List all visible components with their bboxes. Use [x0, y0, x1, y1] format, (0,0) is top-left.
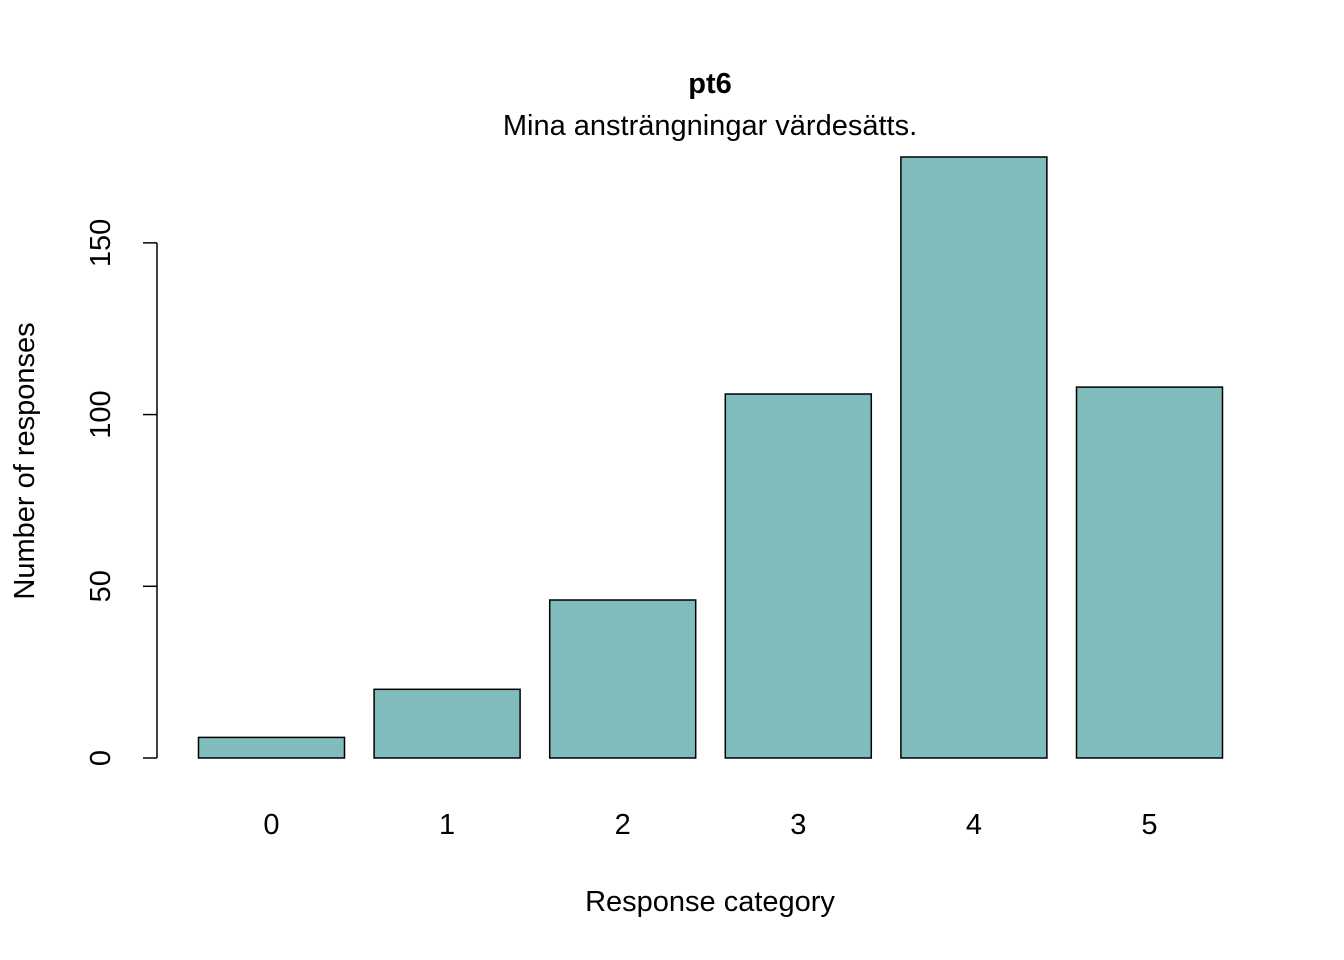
- bar-3: [724, 393, 873, 759]
- y-tick-label: 150: [85, 219, 117, 267]
- bar-0: [197, 736, 346, 759]
- x-tick-label: 5: [1141, 809, 1157, 841]
- bar-4: [900, 156, 1048, 759]
- bar-1: [373, 688, 521, 759]
- x-axis-label: Response category: [585, 886, 835, 918]
- x-tick-label: 2: [615, 809, 631, 841]
- bar-5: [1075, 386, 1224, 759]
- chart-title: pt6: [688, 68, 732, 100]
- y-tick-label: 50: [85, 570, 117, 602]
- bars-group: [197, 156, 1224, 759]
- x-tick-label: 3: [790, 809, 806, 841]
- y-axis: 0 50 100 150: [85, 219, 158, 766]
- y-axis-label: Number of responses: [9, 322, 41, 599]
- bar-2: [548, 599, 697, 759]
- x-axis-tick-labels: 0 1 2 3 4 5: [263, 809, 1157, 841]
- x-tick-label: 0: [263, 809, 279, 841]
- y-tick-label: 100: [85, 390, 117, 438]
- chart-subtitle: Mina ansträngningar värdesätts.: [503, 110, 917, 142]
- x-tick-label: 1: [439, 809, 455, 841]
- y-tick-label: 0: [85, 750, 117, 766]
- x-tick-label: 4: [966, 809, 982, 841]
